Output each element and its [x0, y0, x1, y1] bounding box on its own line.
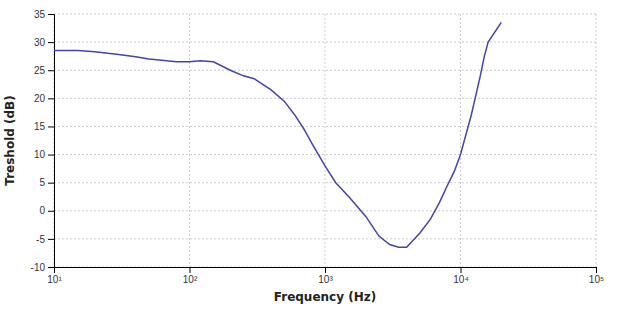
y-tick-label: 20: [34, 93, 46, 104]
y-tick-label: 35: [34, 9, 46, 20]
y-tick-mark: [48, 239, 54, 240]
x-tick-mark: [190, 267, 191, 273]
x-tick-mark: [461, 267, 462, 273]
y-grid-line: [54, 238, 596, 239]
y-tick-label: 0: [39, 205, 45, 216]
y-tick-mark: [48, 42, 54, 43]
y-tick-label: -5: [36, 234, 45, 245]
y-grid-line: [54, 70, 596, 71]
x-tick-label: 10¹: [47, 274, 62, 285]
x-grid-line: [460, 14, 461, 267]
y-tick-mark: [48, 155, 54, 156]
y-tick-mark: [48, 98, 54, 99]
y-tick: 20: [34, 93, 54, 104]
y-tick: -10: [31, 262, 54, 273]
x-axis-title: Frequency (Hz): [274, 290, 376, 304]
y-tick-mark: [48, 14, 54, 15]
x-tick: 10¹: [47, 267, 62, 285]
x-tick: 10⁴: [453, 267, 468, 285]
plot-area: 10¹ 10² 10³ 10⁴ 10⁵ -10 -5 0 5 10 15 20 25 30 35: [31, 9, 605, 285]
y-grid-line: [54, 126, 596, 127]
x-grid-line: [596, 14, 597, 267]
grid: [54, 14, 596, 267]
y-grid-line: [54, 154, 596, 155]
y-axis: -10 -5 0 5 10 15 20 25 30 35: [31, 9, 55, 273]
y-tick: 30: [34, 37, 54, 48]
x-axis-line: [55, 268, 597, 274]
y-tick-mark: [48, 267, 54, 268]
y-axis-line: [48, 15, 55, 268]
x-grid-line: [325, 14, 326, 267]
y-tick: 15: [34, 121, 54, 132]
y-tick: -5: [36, 234, 54, 245]
y-grid-line: [54, 42, 596, 43]
y-grid-line: [54, 210, 596, 211]
x-tick: 10⁵: [589, 267, 604, 285]
x-grid-line: [189, 14, 190, 267]
y-tick-mark: [48, 126, 54, 127]
x-tick-label: 10⁴: [453, 274, 468, 285]
y-grid-line: [54, 182, 596, 183]
y-tick: 35: [34, 9, 54, 20]
y-tick-mark: [48, 211, 54, 212]
y-tick: 25: [34, 65, 54, 76]
y-tick-mark: [48, 70, 54, 71]
x-tick-label: 10⁵: [589, 274, 604, 285]
x-tick-label: 10³: [318, 274, 333, 285]
chart-container: 10¹ 10² 10³ 10⁴ 10⁵ -10 -5 0 5 10 15 20 25 30 35 Freque…: [0, 0, 620, 309]
y-tick-label: 5: [39, 177, 45, 188]
marks: [54, 22, 501, 247]
y-tick: 5: [39, 177, 54, 188]
y-tick-label: 25: [34, 65, 46, 76]
y-tick-label: 30: [34, 37, 46, 48]
x-axis: 10¹ 10² 10³ 10⁴ 10⁵: [47, 267, 604, 285]
y-grid-line: [54, 98, 596, 99]
x-tick: 10³: [318, 267, 333, 285]
y-tick-mark: [48, 183, 54, 184]
x-tick-mark: [596, 267, 597, 273]
y-axis-title: Treshold (dB): [3, 95, 17, 185]
y-tick-label: -10: [31, 262, 46, 273]
chart: 10¹ 10² 10³ 10⁴ 10⁵ -10 -5 0 5 10 15 20 25 30 35 Freque…: [0, 0, 620, 309]
y-tick: 10: [34, 149, 54, 160]
line: [54, 22, 501, 247]
x-tick: 10²: [183, 267, 198, 285]
y-grid-line: [54, 14, 596, 15]
y-tick: 0: [39, 205, 54, 216]
x-tick-label: 10²: [183, 274, 198, 285]
y-tick-label: 10: [34, 149, 46, 160]
y-tick-label: 15: [34, 121, 46, 132]
x-tick-mark: [325, 267, 326, 273]
